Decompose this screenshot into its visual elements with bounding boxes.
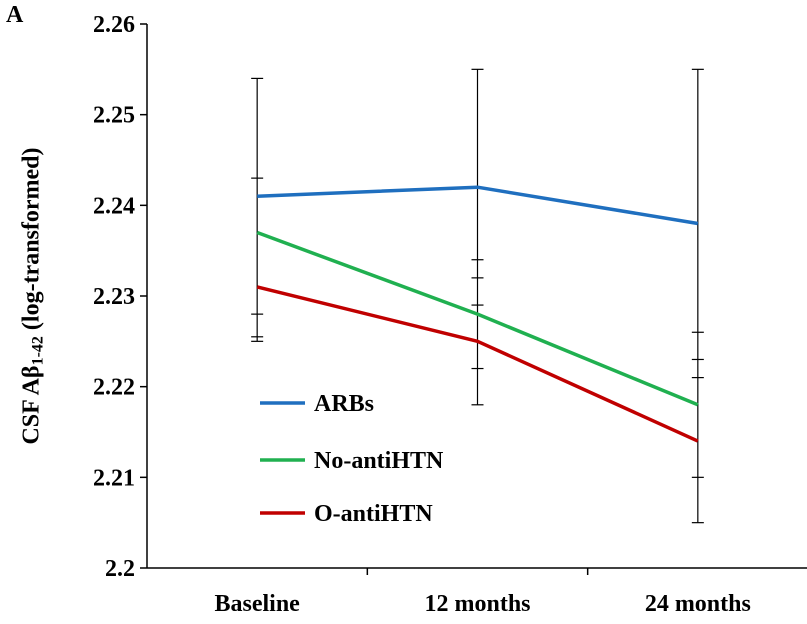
axes: 2.2 2.21 2.22 2.23 2.24 2.25 2.26 Baseline 12 mo… [93,12,807,617]
error-bars [251,68,704,524]
y-tick-label: 2.23 [93,284,135,310]
y-tick-label: 2.22 [93,375,135,401]
x-tick-label: Baseline [214,591,300,617]
series-lines [256,185,699,443]
series-line [256,230,699,407]
y-tick-label: 2.2 [105,556,135,582]
series-line [256,285,699,443]
y-tick-label: 2.21 [93,465,135,491]
x-tick-label: 24 months [645,591,751,617]
legend: ARBs No-antiHTN O-antiHTN [260,391,444,527]
y-tick-label: 2.25 [93,103,135,129]
series-line [257,185,699,226]
x-tick-label: 12 months [424,591,530,617]
legend-label: O-antiHTN [314,501,433,527]
y-tick-label: 2.26 [93,12,135,38]
panel-label: A [6,2,24,28]
legend-label: ARBs [314,391,374,417]
legend-label: No-antiHTN [314,448,444,474]
y-tick-label: 2.24 [93,193,135,219]
